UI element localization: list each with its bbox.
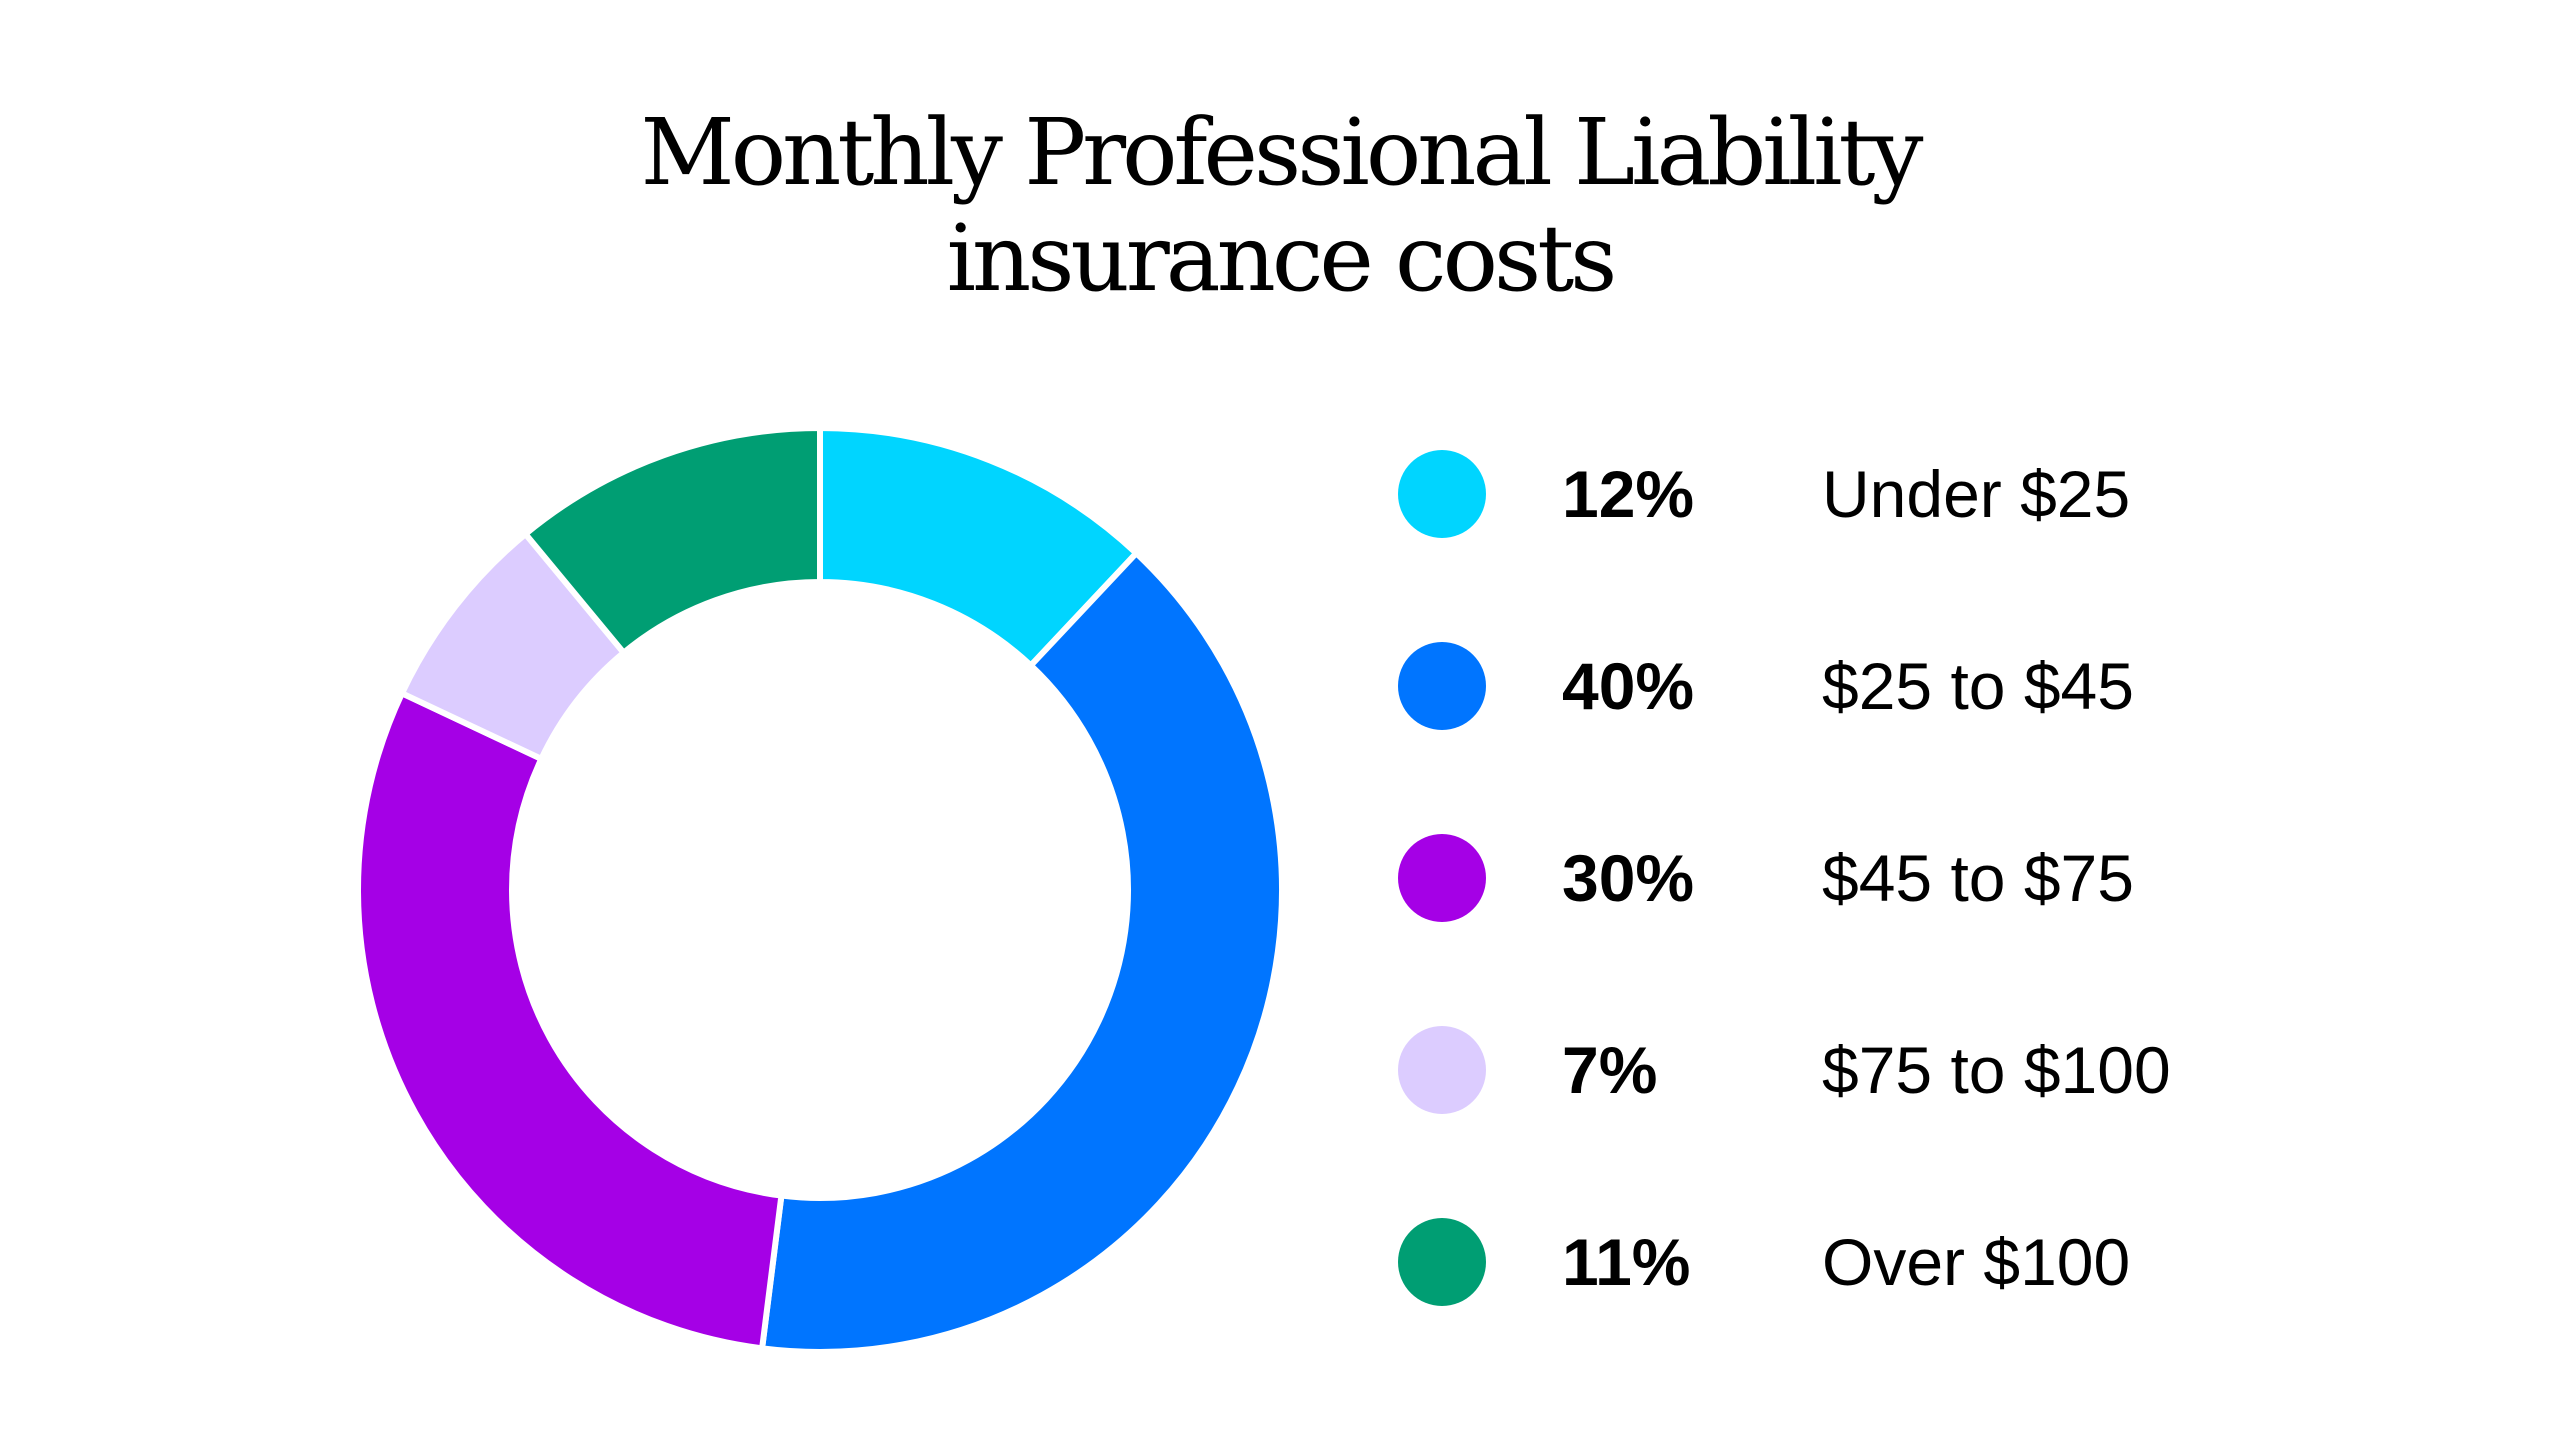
donut-slice-5 bbox=[521, 424, 823, 657]
legend-percent: 11% bbox=[1562, 1225, 1691, 1299]
legend-swatch bbox=[1398, 1026, 1486, 1114]
legend-swatch bbox=[1398, 1218, 1486, 1306]
legend-item-under-25: 12% Under $25 bbox=[1390, 450, 2490, 642]
legend-percent: 7% bbox=[1562, 1033, 1658, 1107]
legend-item-75-to-100: 7% $75 to $100 bbox=[1390, 1026, 2490, 1218]
legend-swatch bbox=[1398, 450, 1486, 538]
legend-percent: 12% bbox=[1562, 457, 1695, 531]
donut-chart bbox=[355, 424, 1285, 1355]
legend-swatch bbox=[1398, 834, 1486, 922]
legend-label: $45 to $75 bbox=[1822, 841, 2134, 915]
legend-percent: 30% bbox=[1562, 841, 1695, 915]
donut-slice-2 bbox=[758, 548, 1285, 1355]
chart-title: Monthly Professional Liability insurance… bbox=[0, 100, 2560, 312]
legend-label: $75 to $100 bbox=[1822, 1033, 2171, 1107]
legend-swatch bbox=[1398, 642, 1486, 730]
legend-percent: 40% bbox=[1562, 649, 1695, 723]
chart-title-line-1: Monthly Professional Liability bbox=[640, 99, 1924, 206]
chart-title-line-2: insurance costs bbox=[946, 205, 1618, 312]
legend-item-45-to-75: 30% $45 to $75 bbox=[1390, 834, 2490, 1026]
legend-item-over-100: 11% Over $100 bbox=[1390, 1218, 2490, 1410]
donut-slice-3 bbox=[355, 689, 785, 1352]
legend-item-25-to-45: 40% $25 to $45 bbox=[1390, 642, 2490, 834]
legend-label: $25 to $45 bbox=[1822, 649, 2134, 723]
legend: 12% Under $25 40% $25 to $45 30% $45 to … bbox=[1390, 450, 2490, 1410]
legend-label: Under $25 bbox=[1822, 457, 2131, 531]
legend-label: Over $100 bbox=[1822, 1225, 2131, 1299]
